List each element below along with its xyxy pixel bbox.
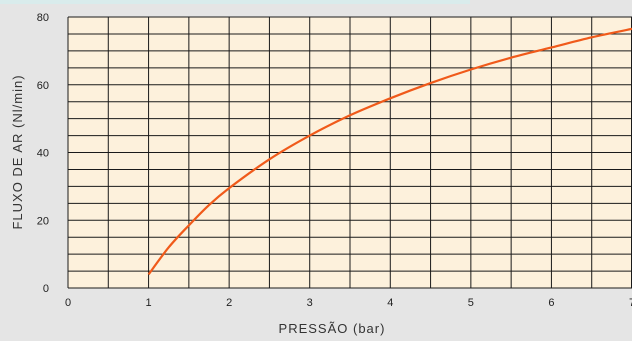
x-tick-label: 3	[307, 297, 313, 309]
tick-labels: 0 1 2 3 4 5 6 7 0 20 40 60 80	[37, 12, 632, 309]
x-axis-title: PRESSÃO (bar)	[279, 321, 386, 336]
y-tick-label: 60	[37, 80, 49, 92]
x-tick-label: 0	[65, 297, 71, 309]
x-tick-label: 1	[146, 297, 152, 309]
y-tick-label: 40	[37, 148, 49, 160]
x-tick-label: 7	[629, 297, 632, 309]
x-tick-label: 5	[468, 297, 474, 309]
y-axis-title: FLUXO DE AR (Nl/min)	[10, 74, 25, 229]
y-tick-label: 80	[37, 12, 49, 24]
x-tick-label: 4	[387, 297, 393, 309]
grid-lines	[67, 16, 632, 289]
x-tick-label: 2	[226, 297, 232, 309]
series-line-flow	[147, 27, 632, 276]
x-tick-label: 6	[548, 297, 554, 309]
top-band	[0, 0, 470, 4]
y-tick-label: 20	[37, 215, 49, 227]
y-tick-label: 0	[43, 283, 49, 295]
